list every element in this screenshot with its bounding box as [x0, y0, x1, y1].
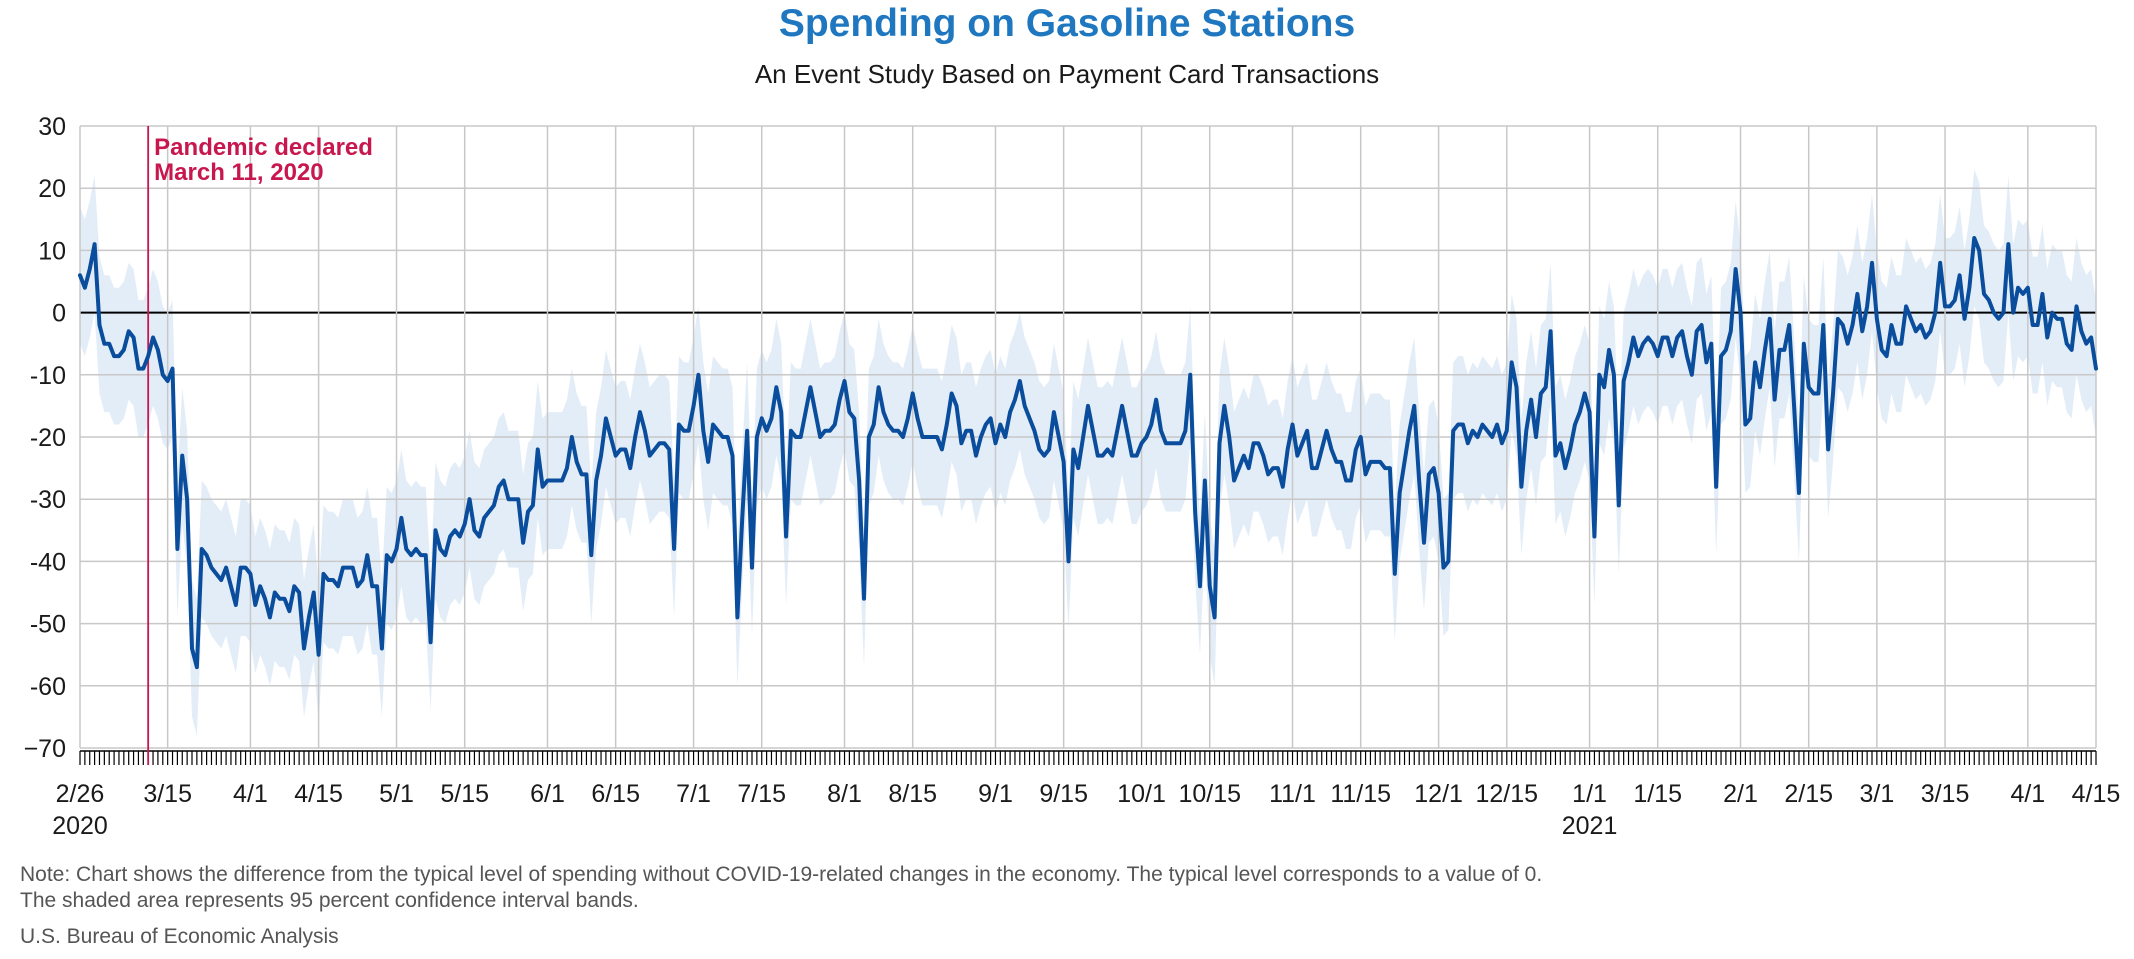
x-tick-label: 1/1 [1572, 780, 1607, 808]
x-tick-label: 3/15 [143, 780, 192, 808]
x-year-label: 2021 [1562, 812, 1618, 840]
x-tick-label: 12/1 [1414, 780, 1463, 808]
x-tick-label: 5/1 [379, 780, 414, 808]
x-tick-label: 12/15 [1476, 780, 1539, 808]
x-tick-label: 1/15 [1633, 780, 1682, 808]
x-tick-label: 3/1 [1859, 780, 1894, 808]
x-tick-label: 7/15 [737, 780, 786, 808]
x-tick-label: 6/15 [591, 780, 640, 808]
y-tick-label: -20 [30, 424, 66, 452]
chart-note-line-2: The shaded area represents 95 percent co… [20, 889, 639, 912]
y-tick-label: -30 [30, 486, 66, 514]
x-tick-label: 9/15 [1039, 780, 1088, 808]
chart-plot: 3020100-10-20-30-40-50-60−702/2620203/15… [24, 113, 2121, 840]
x-tick-label: 10/1 [1117, 780, 1166, 808]
x-tick-label: 4/15 [294, 780, 343, 808]
x-tick-label: 6/1 [530, 780, 565, 808]
y-tick-label: -10 [30, 362, 66, 390]
chart-subtitle: An Event Study Based on Payment Card Tra… [754, 59, 1380, 89]
annotation-date: March 11, 2020 [154, 159, 323, 186]
x-tick-label: 5/15 [440, 780, 489, 808]
x-tick-label: 7/1 [676, 780, 711, 808]
chart-note-line-1: Note: Chart shows the difference from th… [20, 863, 1543, 886]
x-year-label: 2020 [52, 812, 108, 840]
x-tick-label: 11/1 [1269, 780, 1316, 808]
chart-title: Spending on Gasoline Stations [778, 2, 1356, 45]
y-tick-label: 0 [52, 300, 66, 328]
x-tick-label: 4/15 [2072, 780, 2121, 808]
x-tick-label: 8/15 [888, 780, 937, 808]
y-tick-label: -40 [30, 548, 66, 576]
x-tick-label: 4/1 [2010, 780, 2045, 808]
x-tick-label: 2/26 [56, 780, 105, 808]
y-tick-label: -50 [30, 611, 66, 639]
series-line [78, 235, 2098, 670]
annotation-label: Pandemic declared [154, 134, 373, 161]
y-tick-label: −70 [24, 735, 66, 763]
confidence-band [80, 169, 2096, 736]
y-tick-label: 10 [38, 237, 66, 265]
x-tick-label: 11/15 [1330, 780, 1391, 808]
x-tick-label: 9/1 [978, 780, 1013, 808]
x-tick-label: 2/1 [1723, 780, 1758, 808]
source-credit: U.S. Bureau of Economic Analysis [20, 925, 339, 948]
x-tick-label: 2/15 [1784, 780, 1833, 808]
x-tick-label: 8/1 [827, 780, 862, 808]
x-tick-label: 10/15 [1178, 780, 1241, 808]
x-tick-label: 3/15 [1921, 780, 1970, 808]
y-tick-label: 30 [38, 113, 66, 141]
y-tick-label: -60 [30, 673, 66, 701]
y-tick-label: 20 [38, 175, 66, 203]
x-tick-label: 4/1 [233, 780, 268, 808]
